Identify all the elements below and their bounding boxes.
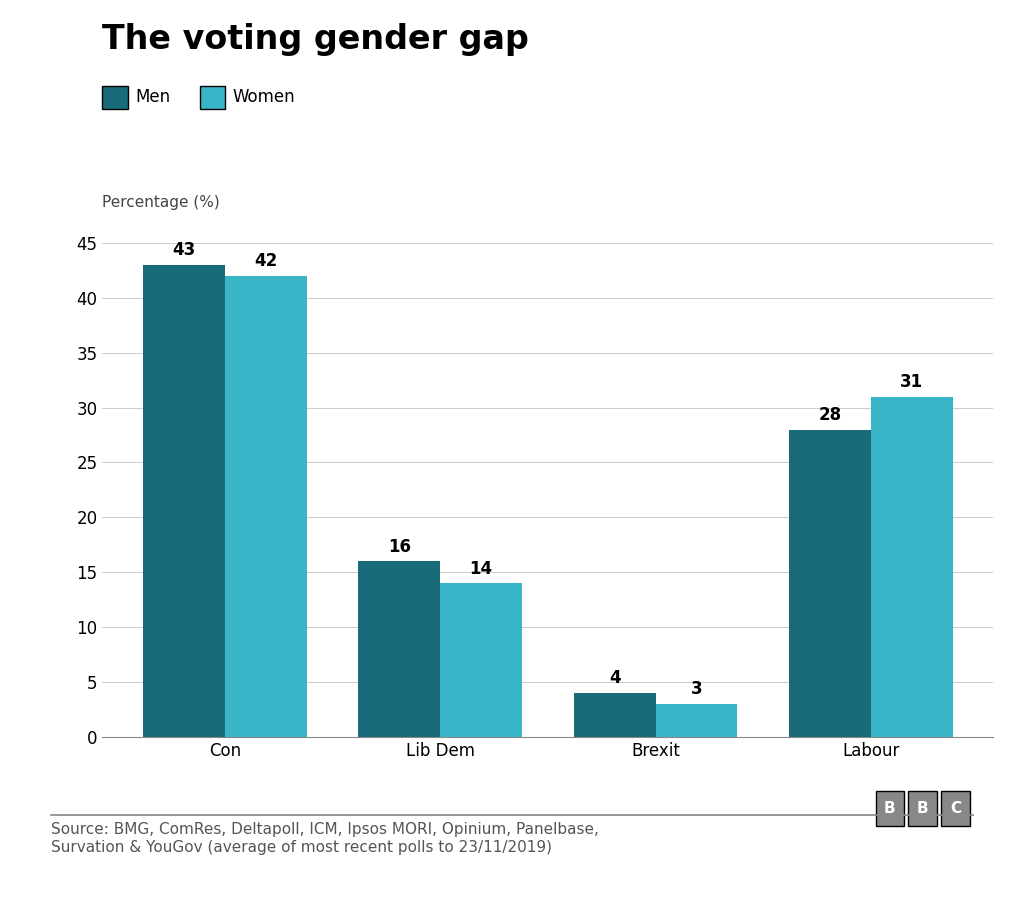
Bar bbox=[440, 583, 522, 737]
Text: Source: BMG, ComRes, Deltapoll, ICM, Ipsos MORI, Opinium, Panelbase,
Survation &: Source: BMG, ComRes, Deltapoll, ICM, Ips… bbox=[51, 822, 599, 855]
Bar bbox=[655, 704, 737, 737]
Text: Percentage (%): Percentage (%) bbox=[102, 195, 220, 210]
Text: Men: Men bbox=[135, 87, 170, 106]
Text: 42: 42 bbox=[254, 252, 278, 271]
Text: C: C bbox=[950, 801, 961, 816]
Text: B: B bbox=[884, 801, 896, 816]
Bar bbox=[143, 265, 224, 737]
Text: 16: 16 bbox=[388, 538, 411, 555]
Bar bbox=[224, 276, 306, 737]
Text: B: B bbox=[916, 801, 929, 816]
Bar bbox=[358, 561, 440, 737]
Bar bbox=[573, 693, 655, 737]
Text: 4: 4 bbox=[609, 670, 621, 687]
Text: 3: 3 bbox=[690, 681, 702, 698]
Text: 31: 31 bbox=[900, 373, 924, 391]
Text: The voting gender gap: The voting gender gap bbox=[102, 23, 529, 56]
Bar bbox=[790, 429, 871, 737]
Text: Women: Women bbox=[232, 87, 295, 106]
Bar bbox=[871, 397, 952, 737]
Text: 28: 28 bbox=[818, 406, 842, 424]
Text: 14: 14 bbox=[470, 560, 493, 577]
Text: 43: 43 bbox=[172, 241, 196, 260]
